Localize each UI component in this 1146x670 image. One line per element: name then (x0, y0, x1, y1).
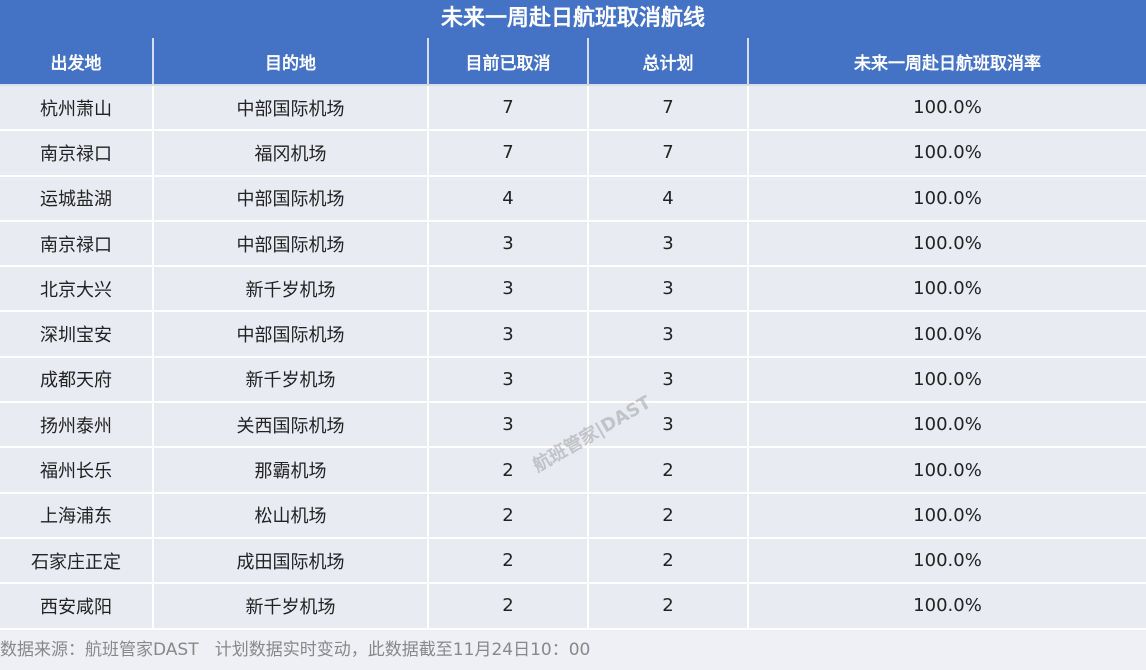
cell-cancel-rate: 100.0% (747, 265, 1146, 313)
cell-origin: 西安咸阳 (0, 582, 154, 630)
cell-total-planned: 3 (587, 401, 749, 449)
cell-cancelled: 3 (427, 265, 589, 313)
cell-cancel-rate: 100.0% (747, 401, 1146, 449)
cell-origin: 扬州泰州 (0, 401, 154, 449)
cell-origin: 运城盐湖 (0, 174, 154, 222)
cell-total-planned: 2 (587, 582, 749, 630)
table-row: 南京禄口 中部国际机场 3 3 100.0% (0, 219, 1146, 268)
table-title: 未来一周赴日航班取消航线 (0, 0, 1146, 38)
cell-destination: 松山机场 (152, 491, 429, 539)
cell-destination: 那霸机场 (152, 446, 429, 494)
cancelled-routes-table: 出发地 目的地 目前已取消 总计划 未来一周赴日航班取消率 杭州萧山 中部国际机场… (0, 38, 1146, 630)
cell-origin: 深圳宝安 (0, 310, 154, 358)
table-row: 运城盐湖 中部国际机场 4 4 100.0% (0, 174, 1146, 222)
cell-cancelled: 7 (427, 129, 589, 177)
cell-cancelled: 2 (427, 446, 589, 494)
cell-destination: 新千岁机场 (152, 355, 429, 404)
cell-cancel-rate: 100.0% (747, 536, 1146, 585)
cell-total-planned: 4 (587, 174, 749, 222)
column-header-cancel-rate: 未来一周赴日航班取消率 (747, 38, 1146, 86)
table-row: 石家庄正定 成田国际机场 2 2 100.0% (0, 536, 1146, 585)
cell-destination: 新千岁机场 (152, 582, 429, 630)
cell-total-planned: 3 (587, 355, 749, 404)
cell-origin: 石家庄正定 (0, 536, 154, 585)
cell-origin: 南京禄口 (0, 129, 154, 177)
cell-total-planned: 7 (587, 83, 749, 132)
table-row: 北京大兴 新千岁机场 3 3 100.0% (0, 265, 1146, 313)
cell-cancelled: 3 (427, 355, 589, 404)
table-row: 扬州泰州 关西国际机场 3 3 100.0% (0, 401, 1146, 449)
cell-cancel-rate: 100.0% (747, 446, 1146, 494)
cell-destination: 中部国际机场 (152, 310, 429, 358)
table-row: 西安咸阳 新千岁机场 2 2 100.0% (0, 582, 1146, 630)
cell-total-planned: 7 (587, 129, 749, 177)
cell-total-planned: 2 (587, 536, 749, 585)
cell-cancelled: 3 (427, 401, 589, 449)
cell-cancelled: 2 (427, 491, 589, 539)
cell-cancelled: 2 (427, 536, 589, 585)
cell-origin: 福州长乐 (0, 446, 154, 494)
cell-total-planned: 3 (587, 265, 749, 313)
cell-cancel-rate: 100.0% (747, 355, 1146, 404)
cell-cancel-rate: 100.0% (747, 491, 1146, 539)
table-row: 南京禄口 福冈机场 7 7 100.0% (0, 129, 1146, 177)
cell-origin: 杭州萧山 (0, 83, 154, 132)
cell-cancel-rate: 100.0% (747, 219, 1146, 268)
cell-destination: 福冈机场 (152, 129, 429, 177)
table-row: 深圳宝安 中部国际机场 3 3 100.0% (0, 310, 1146, 358)
column-header-total-planned: 总计划 (587, 38, 749, 86)
cell-cancelled: 3 (427, 219, 589, 268)
cell-destination: 中部国际机场 (152, 174, 429, 222)
cell-cancel-rate: 100.0% (747, 83, 1146, 132)
cell-total-planned: 3 (587, 310, 749, 358)
table-row: 福州长乐 那霸机场 2 2 100.0% (0, 446, 1146, 494)
cell-cancel-rate: 100.0% (747, 582, 1146, 630)
cell-cancelled: 3 (427, 310, 589, 358)
table-row: 上海浦东 松山机场 2 2 100.0% (0, 491, 1146, 539)
cell-origin: 上海浦东 (0, 491, 154, 539)
column-header-cancelled: 目前已取消 (427, 38, 589, 86)
column-header-origin: 出发地 (0, 38, 154, 86)
cell-cancel-rate: 100.0% (747, 174, 1146, 222)
cell-cancel-rate: 100.0% (747, 129, 1146, 177)
cell-origin: 成都天府 (0, 355, 154, 404)
cell-cancelled: 4 (427, 174, 589, 222)
cell-destination: 成田国际机场 (152, 536, 429, 585)
cell-cancelled: 2 (427, 582, 589, 630)
cell-destination: 中部国际机场 (152, 219, 429, 268)
table-row: 杭州萧山 中部国际机场 7 7 100.0% (0, 83, 1146, 132)
cell-cancelled: 7 (427, 83, 589, 132)
cell-total-planned: 2 (587, 491, 749, 539)
cell-total-planned: 2 (587, 446, 749, 494)
column-header-destination: 目的地 (152, 38, 429, 86)
cell-cancel-rate: 100.0% (747, 310, 1146, 358)
header-row: 出发地 目的地 目前已取消 总计划 未来一周赴日航班取消率 (0, 38, 1146, 86)
cell-destination: 关西国际机场 (152, 401, 429, 449)
cell-origin: 北京大兴 (0, 265, 154, 313)
cell-total-planned: 3 (587, 219, 749, 268)
table-row: 成都天府 新千岁机场 3 3 100.0% (0, 355, 1146, 404)
cell-destination: 新千岁机场 (152, 265, 429, 313)
data-source-note: 数据来源：航班管家DAST 计划数据实时变动，此数据截至11月24日10：00 (0, 640, 591, 660)
cell-origin: 南京禄口 (0, 219, 154, 268)
cell-destination: 中部国际机场 (152, 83, 429, 132)
